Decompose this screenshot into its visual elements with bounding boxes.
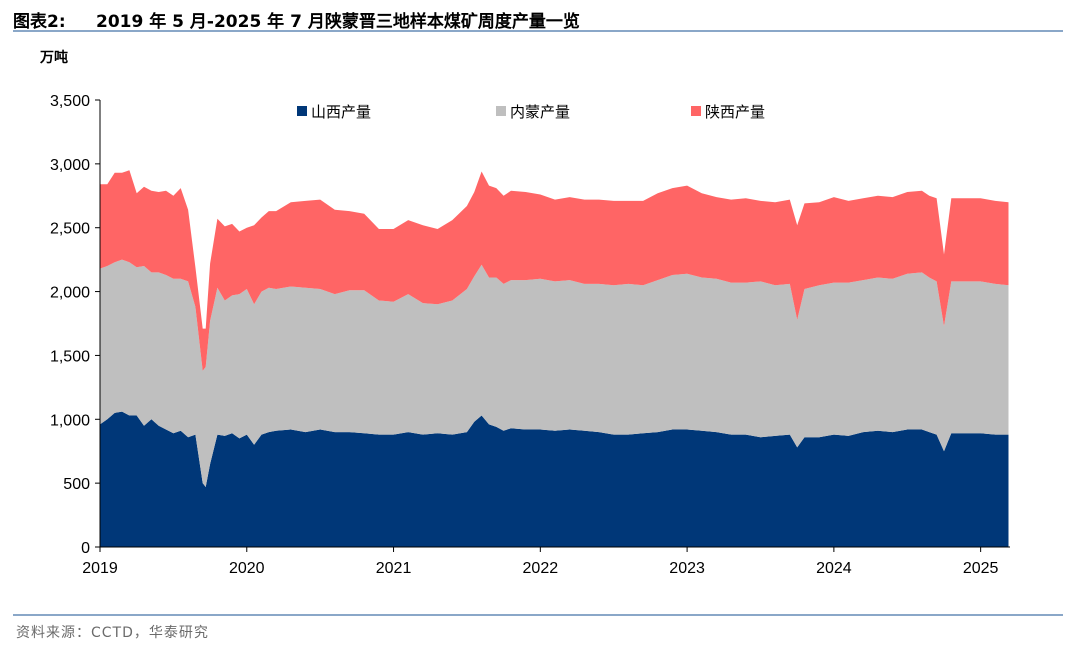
y-tick-label: 1,500: [50, 348, 90, 365]
y-unit-label: 万吨: [40, 50, 68, 66]
footer-rule: [13, 614, 1063, 616]
x-tick-label: 2024: [816, 560, 852, 577]
y-axis: 0 500 1,000 1,500 2,000 2,500 3,000 3,500: [50, 93, 101, 557]
legend-swatch: [496, 106, 506, 116]
y-tick-label: 3,000: [50, 157, 90, 174]
legend-label: 内蒙产量: [510, 104, 570, 121]
y-tick-label: 2,000: [50, 285, 90, 302]
y-tick-label: 500: [63, 476, 90, 493]
legend-swatch: [691, 106, 701, 116]
figure-label: 图表2:: [13, 12, 66, 32]
x-tick-label: 2021: [376, 560, 412, 577]
x-tick-label: 2022: [523, 560, 559, 577]
y-tick-label: 1,000: [50, 412, 90, 429]
x-tick-label: 2025: [963, 560, 999, 577]
y-tick-label: 0: [81, 540, 90, 557]
area-layer: [100, 170, 1009, 547]
legend: 山西产量 内蒙产量 陕西产量: [297, 104, 765, 121]
area-series-2: [100, 170, 1009, 371]
legend-label: 陕西产量: [705, 104, 765, 121]
x-tick-label: 2020: [229, 560, 265, 577]
area-series-1: [100, 259, 1009, 487]
x-tick-label: 2023: [669, 560, 705, 577]
figure-title-bar: 图表2: 2019 年 5 月-2025 年 7 月陕蒙晋三地样本煤矿周度产量一…: [13, 4, 1063, 32]
y-tick-label: 3,500: [50, 93, 90, 110]
legend-swatch: [297, 106, 307, 116]
x-tick-label: 2019: [82, 560, 118, 577]
x-axis: 2019 2020 2021 2022 2023 2024 2025: [82, 546, 1010, 577]
legend-label: 山西产量: [311, 104, 371, 121]
y-tick-label: 2,500: [50, 221, 90, 238]
figure-title: 2019 年 5 月-2025 年 7 月陕蒙晋三地样本煤矿周度产量一览: [96, 12, 580, 32]
area-series-0: [100, 411, 1009, 547]
source-note: 资料来源：CCTD，华泰研究: [16, 625, 209, 641]
